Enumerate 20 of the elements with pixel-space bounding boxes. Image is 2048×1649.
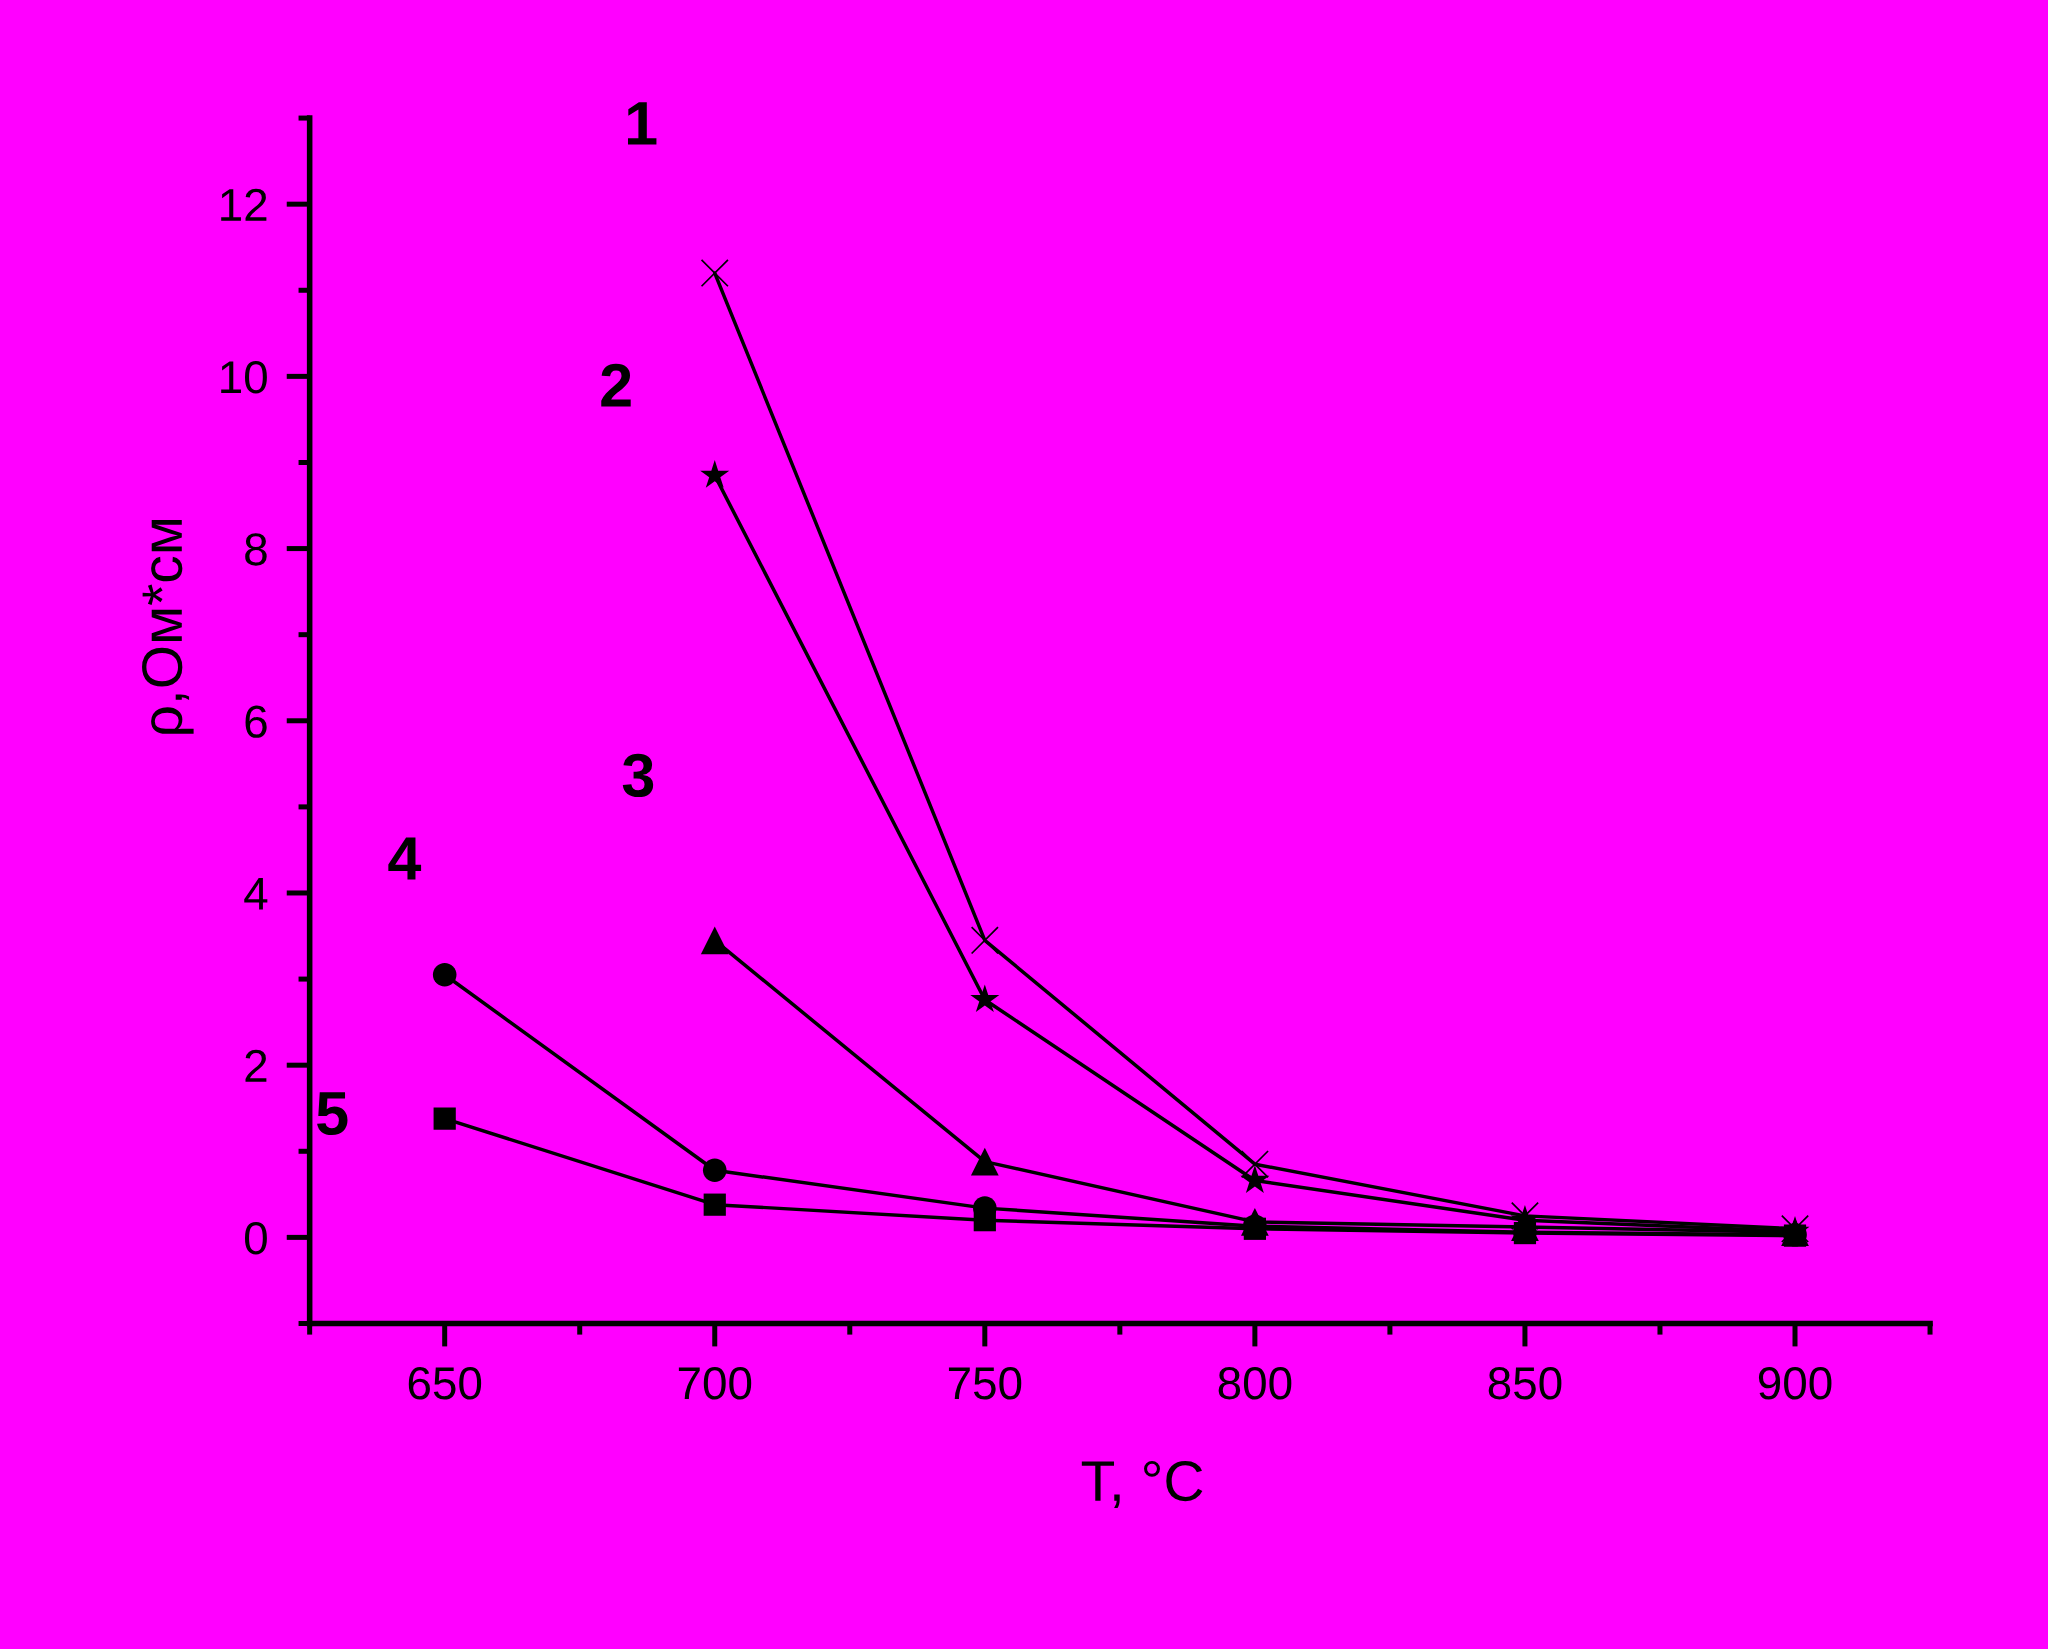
y-tick-label: 2: [245, 1049, 267, 1082]
x-tick-label: 650: [408, 1367, 482, 1400]
x-tick-label: 850: [1488, 1367, 1562, 1400]
x-tick-label: 900: [1758, 1367, 1832, 1400]
y-tick-label: 8: [245, 533, 267, 566]
y-tick-label: 4: [244, 878, 268, 910]
y-tick-label: 6: [245, 705, 267, 738]
x-tick-label: 700: [678, 1367, 752, 1400]
series-label: 2: [601, 363, 631, 407]
y-axis-title: ρ,Ом*см: [142, 519, 194, 734]
text: 1: [628, 102, 657, 145]
y-tick-label: 10: [221, 360, 267, 394]
legend-label: 4: [388, 837, 422, 880]
x-tick-label: 800: [1218, 1367, 1292, 1400]
y-tick-label: 0: [244, 1221, 267, 1255]
x-axis-title: T, °C: [1081, 1460, 1203, 1508]
series-label: 5: [317, 1092, 348, 1135]
y-tick-label: 12: [221, 188, 267, 221]
text: 3: [622, 753, 654, 798]
x-tick-label: 750: [948, 1367, 1022, 1400]
